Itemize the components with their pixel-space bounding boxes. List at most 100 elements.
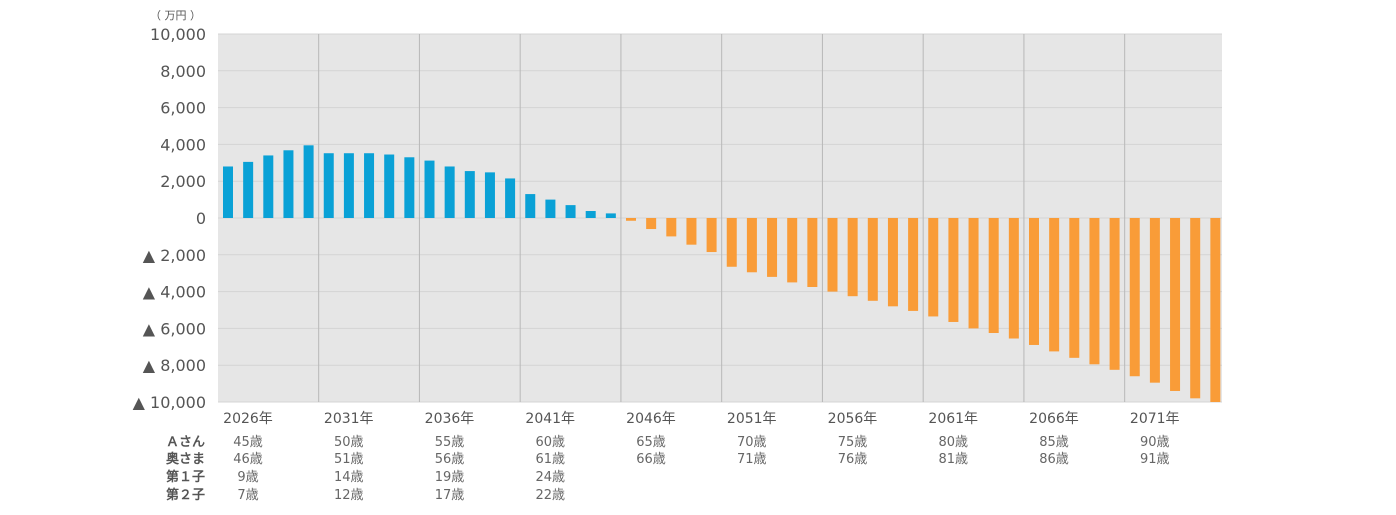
- age-row-label: 第１子: [166, 469, 205, 485]
- bar-2062: [948, 218, 959, 322]
- x-axis-ticks: 2026年 2031年 2036年 2041年 2046年 2051年 2056年 2061年…: [223, 411, 1179, 427]
- age-row-label: 第２子: [166, 487, 205, 503]
- y-tick-label: ▲ 4,000: [143, 283, 206, 302]
- bar-2052: [746, 218, 757, 273]
- age-cell: 19歳: [435, 470, 465, 485]
- bar-2073: [1170, 218, 1181, 391]
- x-tick-label: 2036年: [425, 411, 475, 427]
- bar-2071: [1129, 218, 1140, 377]
- bar-2066: [1029, 218, 1039, 345]
- bar-2067: [1049, 218, 1060, 352]
- bar-2061: [928, 218, 939, 317]
- age-cell: 81歳: [938, 452, 968, 467]
- age-cell: 14歳: [334, 470, 364, 485]
- y-tick-label: 10,000: [150, 25, 206, 44]
- bar-2065: [1008, 218, 1019, 339]
- age-cell: 45歳: [233, 435, 263, 450]
- x-tick-label: 2061年: [928, 411, 978, 427]
- bar-2049: [686, 218, 697, 245]
- bar-2053: [767, 218, 778, 277]
- bar-2027: [243, 161, 254, 218]
- grid: [218, 33, 1222, 403]
- age-cell: 56歳: [435, 452, 465, 467]
- bar-2044: [585, 211, 596, 218]
- age-cell: 80歳: [938, 435, 968, 450]
- bar-2047: [646, 218, 657, 230]
- age-cell: 9歳: [237, 470, 258, 485]
- bar-2057: [847, 218, 858, 297]
- bar-2048: [666, 218, 677, 237]
- bar-2072: [1149, 218, 1160, 383]
- x-tick-label: 2051年: [727, 411, 777, 427]
- age-cell: 66歳: [636, 452, 666, 467]
- bar-2054: [787, 218, 798, 283]
- bar-2039: [484, 172, 495, 218]
- bar-2034: [384, 154, 395, 218]
- bar-2033: [364, 153, 375, 218]
- bar-2035: [404, 157, 415, 218]
- y-tick-label: ▲ 2,000: [143, 246, 206, 265]
- age-cell: 50歳: [334, 435, 364, 450]
- bar-2060: [908, 218, 919, 311]
- bars: [223, 145, 1221, 402]
- age-cell: 76歳: [838, 452, 868, 467]
- bar-2070: [1109, 218, 1120, 370]
- bar-2051: [726, 218, 737, 267]
- bar-2058: [867, 218, 878, 301]
- age-cell: 75歳: [838, 435, 868, 450]
- y-tick-label: 6,000: [160, 99, 206, 118]
- age-cell: 85歳: [1039, 435, 1069, 450]
- age-cell: 65歳: [636, 435, 666, 450]
- bar-2037: [444, 166, 455, 218]
- y-tick-label: 2,000: [160, 172, 206, 191]
- bar-2031: [323, 153, 334, 218]
- age-cell: 86歳: [1039, 452, 1069, 467]
- age-cell: 61歳: [535, 452, 565, 467]
- bar-2046: [626, 218, 636, 221]
- bar-2063: [968, 218, 979, 329]
- y-tick-label: 0: [196, 209, 206, 228]
- bar-2045: [605, 213, 616, 218]
- unit-label: （ 万円 ）: [150, 9, 201, 22]
- age-cell: 55歳: [435, 435, 465, 450]
- age-cell: 12歳: [334, 488, 364, 503]
- x-tick-label: 2041年: [525, 411, 575, 427]
- bar-2028: [263, 155, 274, 218]
- bar-2056: [827, 218, 838, 292]
- bar-2059: [887, 218, 898, 307]
- age-cell: 24歳: [535, 470, 565, 485]
- bar-2064: [988, 218, 999, 333]
- age-cell: 70歳: [737, 435, 767, 450]
- y-tick-label: ▲ 8,000: [143, 356, 206, 375]
- bar-2055: [807, 218, 818, 287]
- age-cell: 46歳: [233, 452, 263, 467]
- bar-2050: [706, 218, 717, 253]
- x-tick-label: 2071年: [1130, 411, 1180, 427]
- bar-2043: [565, 205, 576, 218]
- y-tick-label: 4,000: [160, 135, 206, 154]
- bar-2036: [424, 160, 435, 218]
- bar-2075: [1210, 218, 1221, 402]
- y-axis-ticks: 10,000 8,000 6,000 4,000 2,000 0 ▲ 2,000 ▲ 4,00…: [133, 25, 206, 412]
- x-tick-label: 2026年: [223, 411, 273, 427]
- x-tick-label: 2056年: [828, 411, 878, 427]
- bar-2069: [1089, 218, 1100, 365]
- age-cell: 90歳: [1140, 435, 1170, 450]
- age-row-label: Ａさん: [166, 435, 205, 450]
- age-cell: 7歳: [237, 488, 258, 503]
- bar-2026: [223, 166, 233, 218]
- bar-2074: [1190, 218, 1201, 399]
- age-cell: 22歳: [535, 488, 565, 503]
- y-tick-label: 8,000: [160, 62, 206, 81]
- bar-2041: [525, 194, 536, 218]
- bar-2030: [303, 145, 314, 218]
- age-row-label: 奥さま: [166, 451, 205, 467]
- bar-2042: [545, 199, 556, 218]
- bar-2032: [343, 153, 354, 218]
- age-cell: 60歳: [535, 435, 565, 450]
- age-cell: 71歳: [737, 452, 767, 467]
- age-cell: 17歳: [435, 488, 465, 503]
- x-tick-label: 2066年: [1029, 411, 1079, 427]
